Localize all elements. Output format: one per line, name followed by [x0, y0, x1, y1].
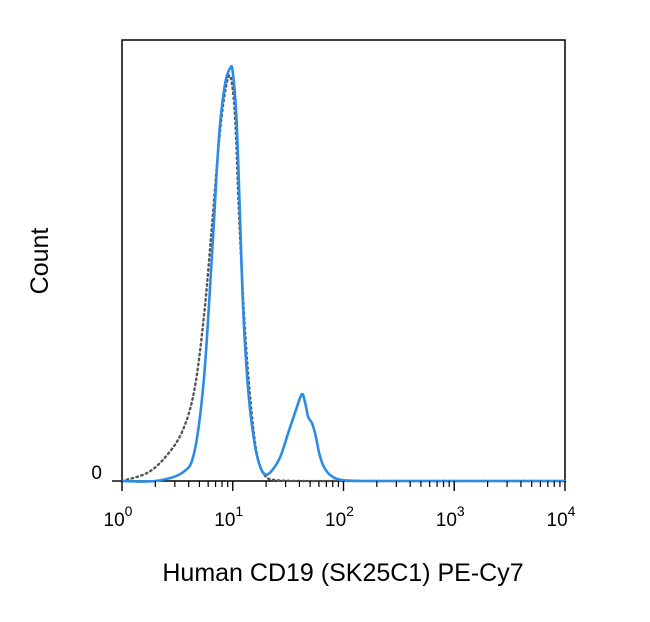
x-tick-label: 102	[325, 503, 354, 531]
x-tick-label: 100	[104, 503, 133, 531]
x-axis-ticks: 100 101 102 103 104	[104, 481, 576, 531]
y-axis-ticks: 0	[91, 463, 122, 484]
series-layer	[120, 64, 567, 483]
stained-histogram-line	[120, 64, 567, 483]
x-tick-label: 101	[214, 503, 243, 531]
x-axis-title: Human CD19 (SK25C1) PE-Cy7	[162, 559, 523, 587]
y-tick-label: 0	[91, 463, 102, 484]
x-tick-label: 104	[547, 503, 576, 531]
x-tick-label: 103	[436, 503, 465, 531]
y-axis-title: Count	[26, 228, 54, 295]
